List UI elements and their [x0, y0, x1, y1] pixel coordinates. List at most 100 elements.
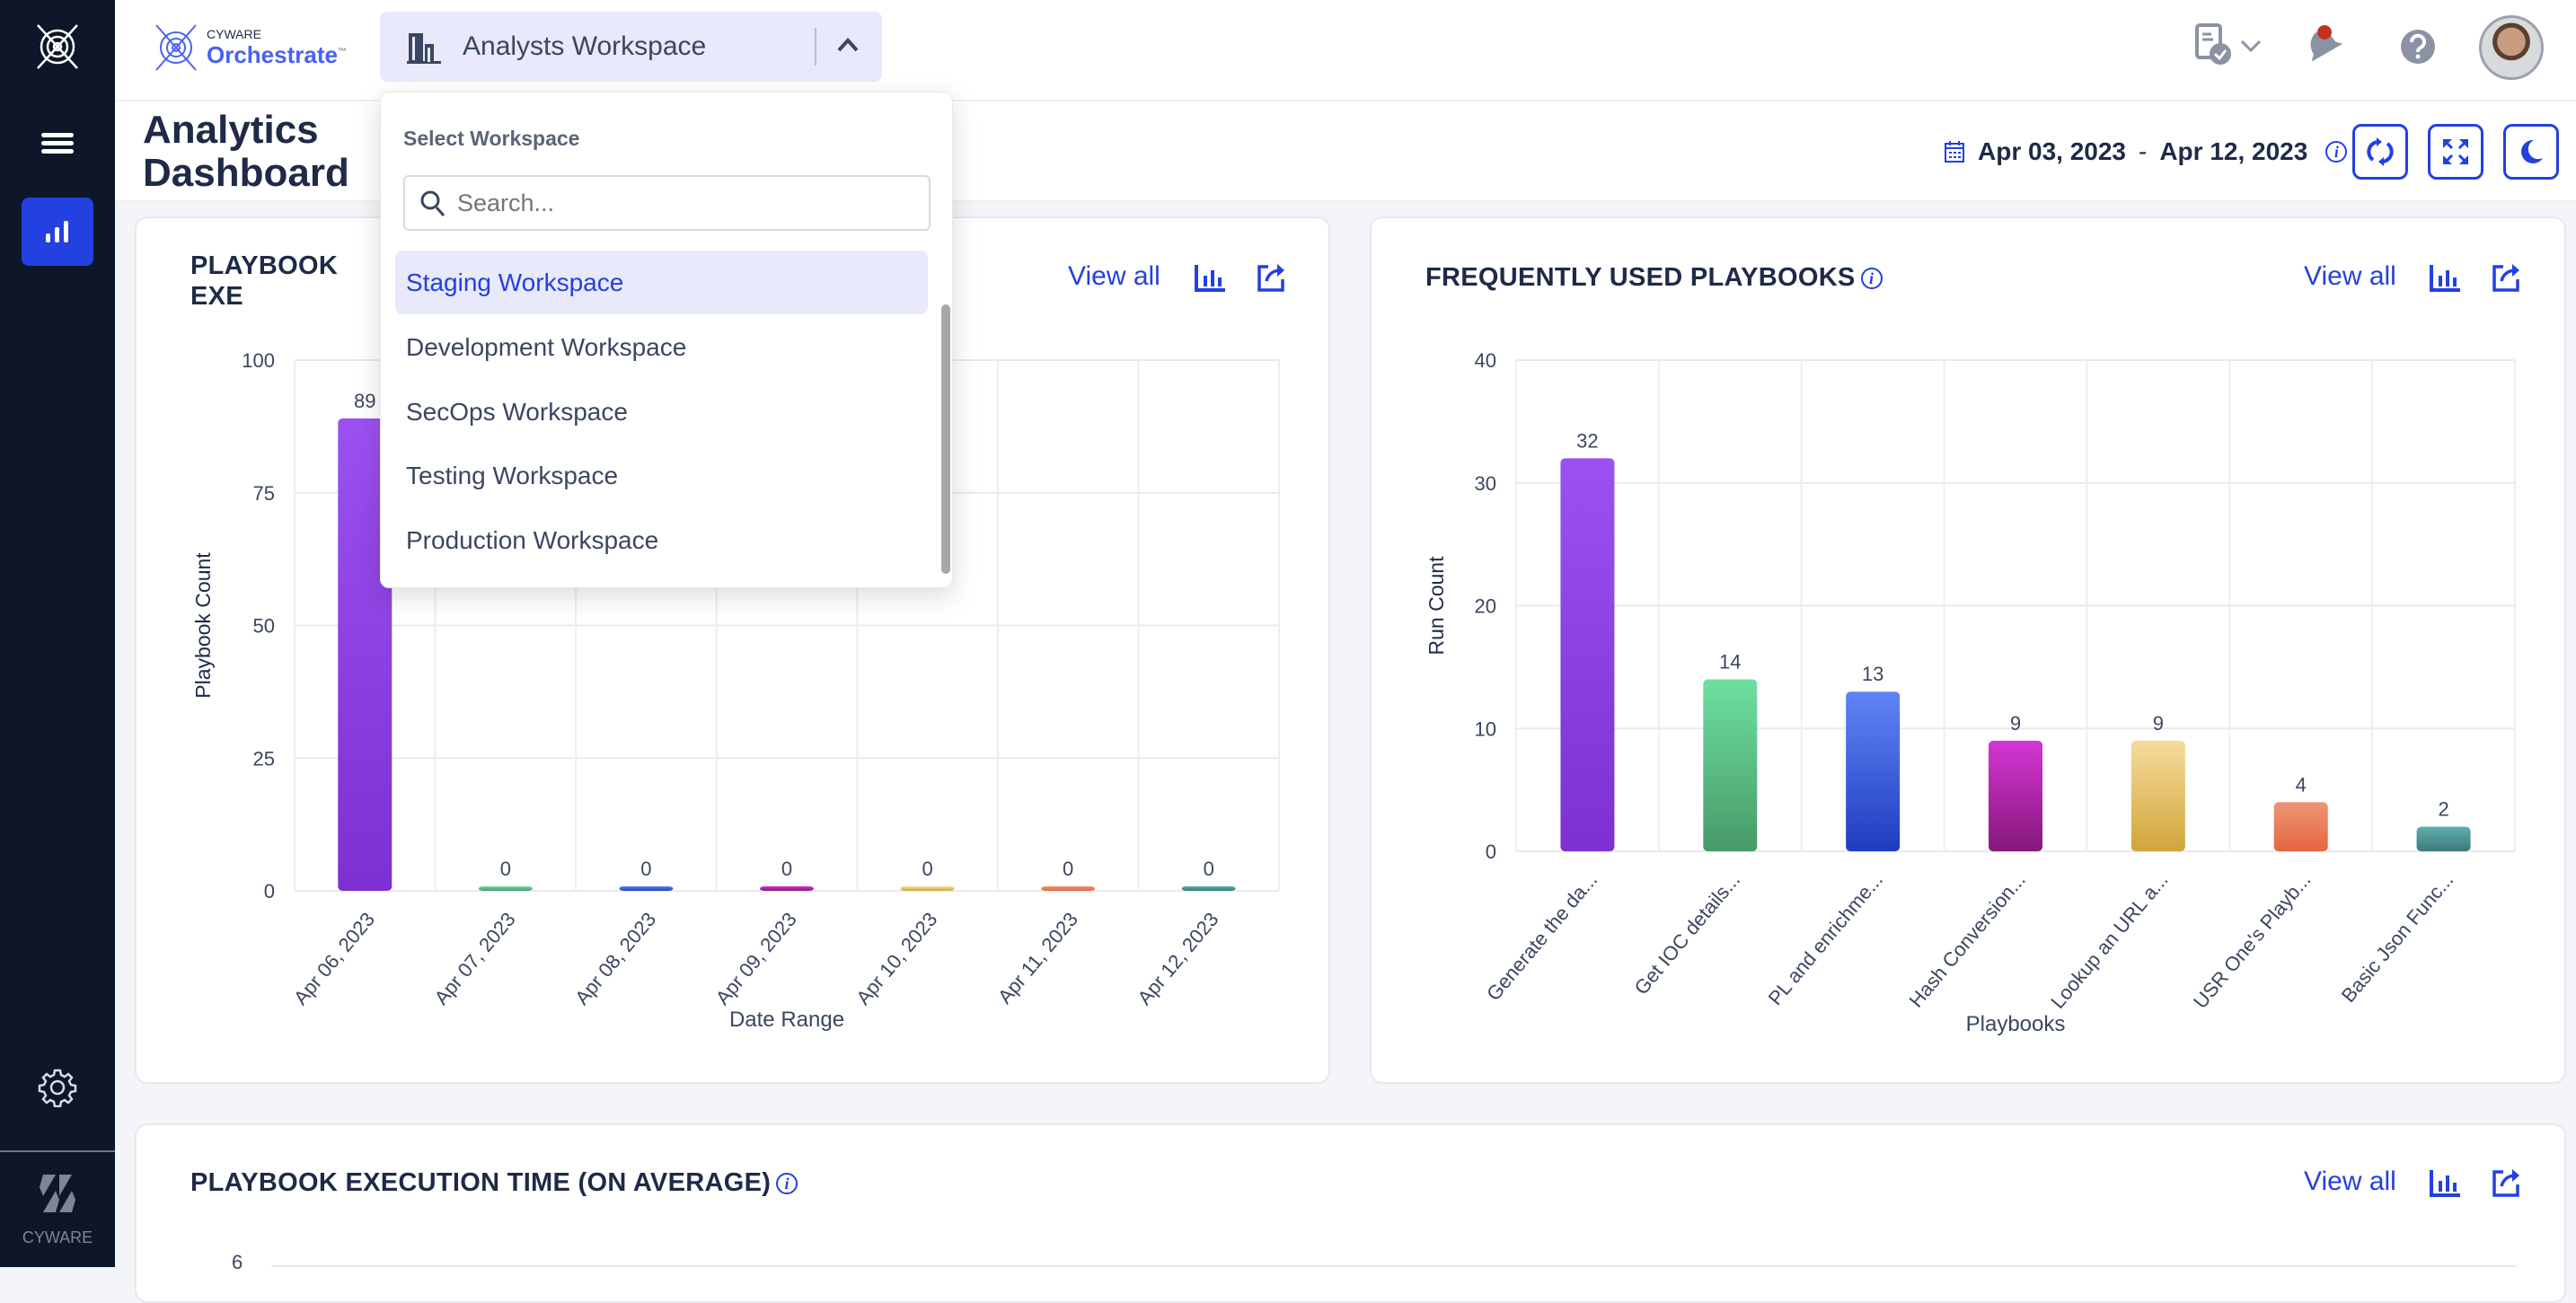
bar — [1041, 886, 1096, 891]
data-label: 0 — [1204, 858, 1214, 880]
y-axis-label: Playbook Count — [191, 552, 215, 699]
chart-type-icon[interactable] — [2428, 1168, 2462, 1199]
bar — [1560, 458, 1615, 851]
y-tick-label: 0 — [1486, 841, 1496, 863]
view-all-link[interactable]: View all — [2304, 261, 2396, 291]
x-tick-label: PL and enrichme... — [1764, 868, 1887, 1009]
data-label: 0 — [922, 858, 932, 880]
x-tick-label: Apr 11, 2023 — [993, 908, 1082, 1008]
chart-type-icon[interactable] — [1193, 263, 1227, 294]
data-label: 0 — [640, 858, 651, 880]
gear-icon[interactable] — [38, 1068, 77, 1107]
x-tick-label: Apr 10, 2023 — [851, 908, 941, 1009]
bar — [478, 886, 533, 891]
x-tick-label: USR One's Playb... — [2189, 868, 2316, 1013]
refresh-button[interactable] — [2352, 124, 2408, 180]
bell-icon[interactable] — [2303, 23, 2342, 66]
x-tick-label: Apr 06, 2023 — [289, 908, 379, 1009]
view-all-link[interactable]: View all — [1068, 261, 1160, 291]
date-range-picker[interactable]: Apr 03, 2023 - Apr 12, 2023 i — [1944, 137, 2348, 166]
bar — [1989, 740, 2042, 851]
dark-mode-button[interactable] — [2503, 124, 2559, 180]
topbar: CYWARE Orchestrate™ Analysts Workspace — [115, 0, 2576, 101]
y-axis-label: Run Count — [1425, 556, 1448, 656]
brand-small: CYWARE — [207, 27, 261, 41]
help-icon[interactable] — [2400, 29, 2436, 65]
sidebar-item-analytics[interactable] — [22, 198, 93, 266]
data-label: 0 — [1063, 858, 1073, 880]
chart-type-icon[interactable] — [2428, 263, 2462, 294]
x-tick-label: Get IOC details... — [1630, 868, 1745, 999]
workspace-search[interactable] — [403, 175, 931, 231]
x-tick-label: Apr 08, 2023 — [570, 908, 660, 1009]
export-icon[interactable] — [2491, 261, 2521, 294]
bar — [1703, 679, 1758, 851]
cyware-orbit-logo-icon[interactable] — [34, 22, 81, 72]
bar — [2130, 740, 2185, 851]
hamburger-menu-icon[interactable] — [41, 133, 74, 154]
workspace-selector[interactable]: Analysts Workspace — [380, 12, 882, 82]
data-label: 4 — [2296, 773, 2307, 796]
card-title: PLAYBOOK EXE — [190, 251, 339, 311]
y-tick-label: 10 — [1475, 718, 1496, 740]
data-label: 89 — [354, 390, 375, 412]
brand-name: Orchestrate™ — [207, 41, 347, 68]
x-tick-label: Generate the da... — [1482, 868, 1601, 1005]
bar — [760, 886, 814, 891]
cyware-logo-icon — [40, 1175, 75, 1212]
sidebar: CYWARE — [0, 0, 115, 1267]
avatar[interactable] — [2479, 15, 2544, 80]
info-icon[interactable]: i — [1860, 268, 1883, 290]
info-icon[interactable]: i — [2325, 141, 2348, 163]
y-tick-label: 30 — [1475, 472, 1496, 495]
view-all-link[interactable]: View all — [2304, 1167, 2396, 1196]
chevron-up-icon[interactable] — [836, 37, 860, 53]
date-separator: - — [2139, 137, 2148, 165]
bar — [2273, 802, 2328, 851]
bar — [619, 886, 674, 891]
orchestrate-logo-icon — [155, 24, 197, 71]
export-icon[interactable] — [2491, 1167, 2521, 1199]
workspace-option-staging[interactable]: Staging Workspace — [395, 251, 928, 314]
x-tick-label: Apr 09, 2023 — [711, 908, 801, 1009]
data-label: 9 — [2153, 712, 2164, 735]
building-icon — [407, 33, 441, 64]
dark-mode-moon-icon — [2521, 139, 2543, 163]
run-count-chart: 0 10 20 30 40 32 Generate the da... 14 Get IOC d… — [1425, 349, 2516, 1036]
frequently-used-playbooks-card: FREQUENTLY USED PLAYBOOKS i View all 0 10 2… — [1370, 216, 2566, 1084]
export-icon[interactable] — [1256, 261, 1286, 294]
app-logo[interactable]: CYWARE Orchestrate™ — [151, 22, 348, 75]
data-label: 14 — [1719, 651, 1741, 674]
y-tick-label: 25 — [253, 747, 275, 770]
document-check-menu[interactable] — [2195, 23, 2263, 70]
playbook-count-chart: 0 25 50 75 100 89 Apr 06, 2023 0 Apr 07, 2023 0 Ap… — [191, 349, 1280, 1032]
document-check-icon — [2195, 23, 2231, 65]
search-input[interactable] — [457, 186, 906, 220]
data-label: 0 — [500, 858, 511, 880]
x-axis-label: Date Range — [729, 1008, 844, 1032]
y-tick-label: 0 — [264, 880, 275, 902]
dropdown-heading: Select Workspace — [403, 127, 580, 150]
workspace-dropdown: Select Workspace Staging Workspace Devel… — [380, 92, 953, 588]
workspace-option-secops[interactable]: SecOps Workspace — [406, 398, 628, 426]
date-to: Apr 12, 2023 — [2159, 137, 2308, 165]
y-tick-label: 20 — [1475, 595, 1496, 618]
sidebar-divider — [0, 1150, 115, 1152]
workspace-option-production[interactable]: Production Workspace — [406, 526, 659, 554]
data-label: 13 — [1862, 663, 1883, 685]
y-tick-label: 40 — [1475, 349, 1496, 372]
workspace-option-development[interactable]: Development Workspace — [406, 333, 687, 361]
chevron-down-icon — [2240, 40, 2262, 52]
x-tick-label: Lookup an URL a... — [2046, 868, 2172, 1013]
workspace-option-testing[interactable]: Testing Workspace — [406, 462, 619, 489]
dropdown-scrollbar[interactable] — [941, 304, 950, 574]
bar — [1846, 691, 1901, 851]
page-title: Analytics Dashboard — [143, 108, 349, 195]
y-tick: 6 — [232, 1251, 243, 1273]
selector-divider — [815, 28, 816, 66]
info-icon[interactable]: i — [776, 1173, 798, 1195]
fullscreen-button[interactable] — [2428, 124, 2483, 180]
execution-time-card: PLAYBOOK EXECUTION TIME (ON AVERAGE) i Vi… — [135, 1123, 2566, 1303]
date-from: Apr 03, 2023 — [1978, 137, 2126, 165]
data-label: 0 — [781, 858, 792, 880]
